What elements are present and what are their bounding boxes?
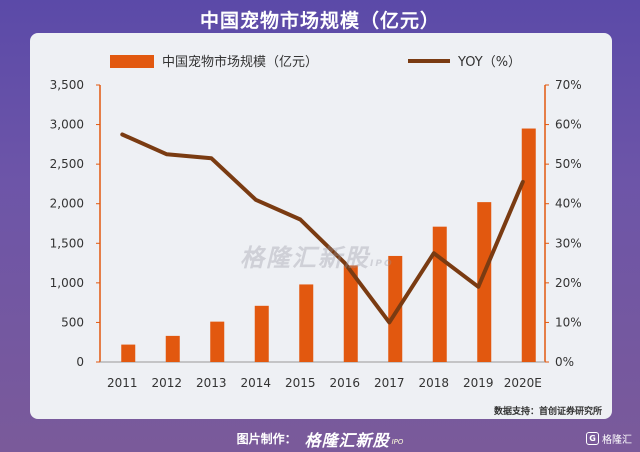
legend-bar-swatch <box>110 55 154 68</box>
y-tick-label-right: 20% <box>555 276 582 290</box>
footer-brand: 格隆汇新股 <box>304 430 390 450</box>
legend-line-label: YOY（%） <box>457 55 521 70</box>
bar <box>121 344 136 362</box>
y-tick-label-right: 40% <box>555 197 582 211</box>
y-tick-label-left: 3,500 <box>50 78 84 92</box>
bar <box>432 226 447 362</box>
x-tick-label: 2013 <box>196 376 227 390</box>
footer: 图片制作： 格隆汇新股 IPO <box>0 425 640 452</box>
watermark: 格隆汇新股IPO <box>240 244 394 272</box>
y-tick-label-right: 60% <box>555 118 582 132</box>
x-tick-label: 2017 <box>374 376 405 390</box>
chart: 0 500 1,000 1,500 2,000 2,500 3,000 3,500 0% 10% 2… <box>50 54 582 390</box>
y-tick-label-right: 30% <box>555 236 582 250</box>
footer-label: 图片制作： <box>236 432 297 446</box>
x-tick-label: 2014 <box>240 376 271 390</box>
chart-card: 0 500 1,000 1,500 2,000 2,500 3,000 3,500 0% 10% 2… <box>30 33 612 419</box>
x-tick-label: 2018 <box>418 376 449 390</box>
footer-brand-sub: IPO <box>391 437 404 446</box>
y-tick-label-left: 1,000 <box>50 276 84 290</box>
logo-icon: G <box>586 432 599 445</box>
y-tick-label-left: 1,500 <box>50 236 84 250</box>
y-tick-label-left: 0 <box>76 355 84 369</box>
bar <box>477 202 492 362</box>
y-tick-label-right: 10% <box>555 315 582 329</box>
bar <box>299 284 314 362</box>
y-tick-label-left: 2,000 <box>50 197 84 211</box>
x-tick-label: 2015 <box>285 376 316 390</box>
x-tick-label: 2012 <box>151 376 182 390</box>
y-tick-label-left: 2,500 <box>50 157 84 171</box>
corner-logo: G 格隆汇 <box>586 431 632 446</box>
bar <box>521 128 536 362</box>
source-note: 数据支持：首创证券研究所 <box>493 407 602 417</box>
x-tick-label: 2019 <box>463 376 494 390</box>
bar <box>210 321 225 362</box>
bar <box>254 305 269 362</box>
legend-bar-label: 中国宠物市场规模（亿元） <box>162 54 318 70</box>
bar <box>388 255 403 362</box>
x-tick-label: 2020E <box>504 376 542 390</box>
x-tick-label: 2011 <box>107 376 138 390</box>
y-tick-label-right: 0% <box>555 355 574 369</box>
yoy-line <box>120 132 525 325</box>
page-title: 中国宠物市场规模（亿元） <box>199 10 440 32</box>
bar <box>343 265 358 362</box>
y-tick-label-left: 500 <box>61 315 84 329</box>
y-tick-label-right: 70% <box>555 78 582 92</box>
x-tick-label: 2016 <box>329 376 360 390</box>
bar <box>165 335 180 362</box>
y-tick-label-left: 3,000 <box>50 118 84 132</box>
y-tick-label-right: 50% <box>555 157 582 171</box>
logo-text: 格隆汇 <box>602 435 632 446</box>
